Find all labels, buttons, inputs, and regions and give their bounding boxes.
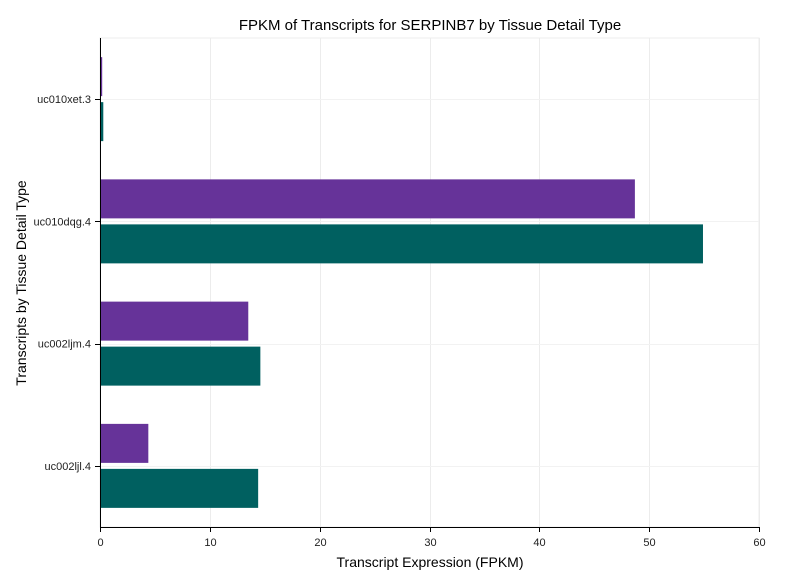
plot-frame: [99, 37, 760, 528]
axes: [95, 38, 759, 528]
bar: [101, 102, 104, 142]
x-tick-label: 40: [533, 537, 545, 549]
x-tick-label: 20: [314, 537, 326, 549]
x-tick-label: 30: [424, 537, 436, 549]
y-axis-categories: uc010xet.3 uc010dqg.4 uc002ljm.4 uc002ljl.4: [34, 94, 92, 473]
bar: [101, 468, 259, 508]
category-label: uc010xet.3: [37, 94, 91, 106]
category-label: uc010dqg.4: [34, 216, 92, 228]
bar: [101, 57, 103, 97]
category-label: uc002ljl.4: [45, 461, 91, 473]
bar: [101, 346, 261, 386]
category-label: uc002ljm.4: [38, 339, 91, 351]
bar: [101, 301, 249, 341]
grid: [99, 37, 760, 528]
bar: [101, 224, 703, 264]
x-axis-label: Transcript Expression (FPKM): [337, 554, 524, 570]
x-axis-ticks: 0 10 20 30 40 50 60: [97, 527, 766, 549]
x-tick-label: 60: [753, 537, 765, 549]
x-tick-label: 50: [643, 537, 655, 549]
bars: [101, 57, 703, 508]
x-tick-label: 0: [97, 537, 103, 549]
chart-title: FPKM of Transcripts for SERPINB7 by Tiss…: [239, 17, 621, 34]
x-tick-label: 10: [204, 537, 216, 549]
bar: [101, 179, 635, 219]
y-axis-label: Transcripts by Tissue Detail Type: [13, 180, 29, 386]
bar: [101, 423, 149, 463]
